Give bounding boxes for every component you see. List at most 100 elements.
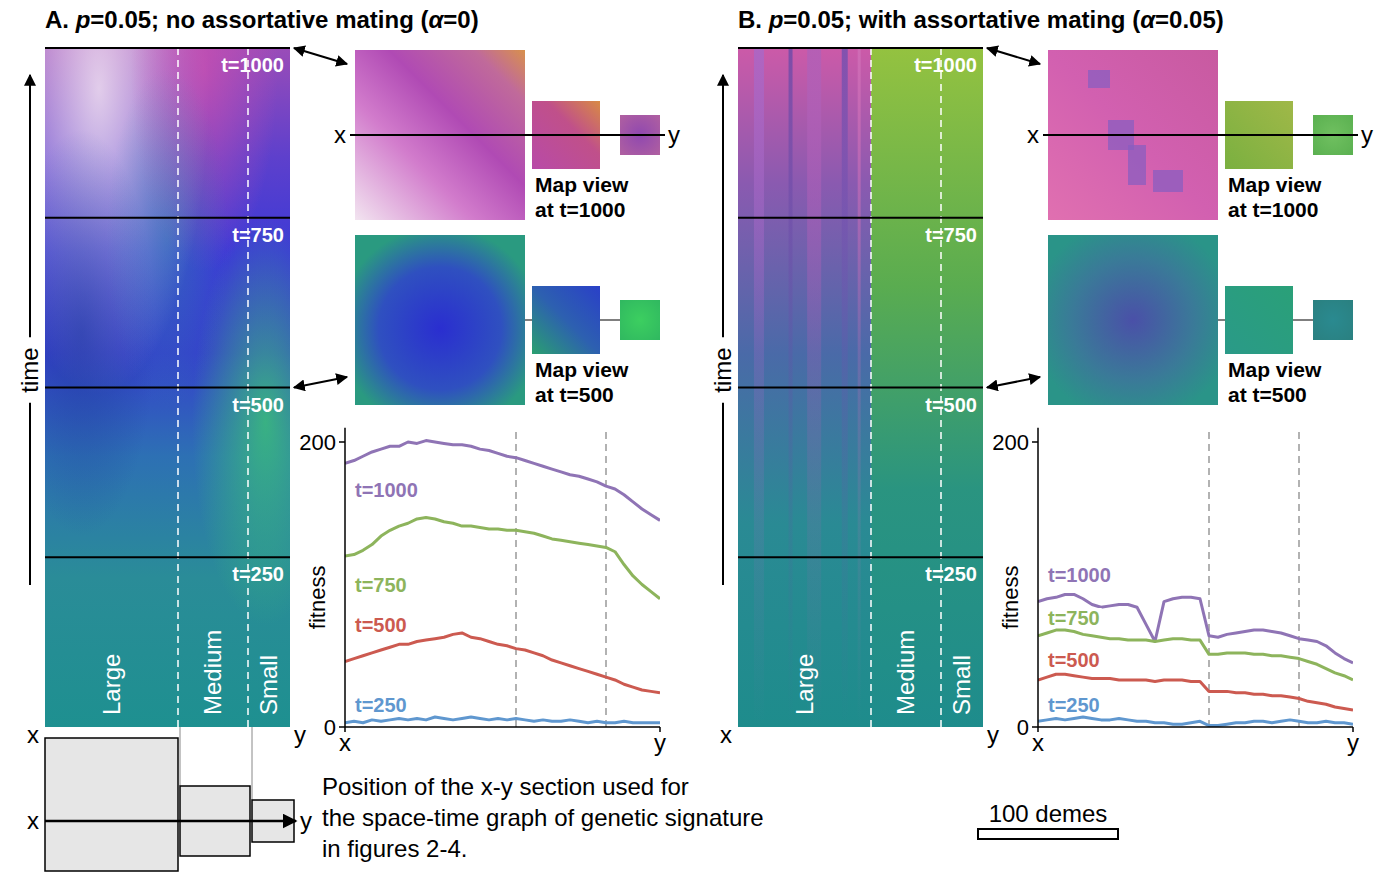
x-axis bbox=[345, 726, 660, 728]
scale-bar bbox=[978, 829, 1118, 839]
end-label: y bbox=[300, 807, 312, 834]
y-tick-label: 200 bbox=[992, 430, 1029, 455]
map-caption: at t=1000 bbox=[535, 198, 625, 221]
map-link-arrow bbox=[294, 48, 347, 64]
y-axis-label: fitness bbox=[305, 566, 330, 630]
series-group bbox=[1038, 594, 1353, 725]
time-mark-line bbox=[738, 217, 983, 219]
x-tick-label: x bbox=[339, 729, 351, 756]
fitness-line bbox=[1038, 630, 1353, 680]
time-mark-line bbox=[45, 47, 290, 49]
fitness-line bbox=[345, 717, 660, 723]
time-mark-label: t=500 bbox=[232, 394, 284, 416]
space-time-background bbox=[45, 48, 290, 727]
title-part: A. bbox=[45, 6, 76, 33]
region-label: Large bbox=[98, 654, 125, 715]
space-time-image bbox=[45, 48, 290, 727]
region-label: Medium bbox=[199, 630, 226, 715]
y-tick bbox=[1032, 726, 1038, 728]
map-view bbox=[1048, 235, 1218, 405]
time-mark-label: t=750 bbox=[232, 224, 284, 246]
series-label: t=1000 bbox=[1048, 564, 1111, 586]
section-box bbox=[45, 738, 178, 871]
time-mark-label: t=250 bbox=[232, 563, 284, 585]
end-label: x bbox=[27, 807, 39, 834]
section-line bbox=[350, 134, 665, 136]
footer-connector bbox=[252, 727, 253, 800]
y-tick bbox=[339, 726, 345, 728]
footer-note: Position of the x-y section used for bbox=[322, 773, 689, 800]
map-caption: Map view bbox=[1228, 358, 1322, 381]
y-tick-label: 0 bbox=[324, 715, 336, 740]
footer-note: in figures 2-4. bbox=[322, 835, 467, 862]
label-patch bbox=[1046, 565, 1113, 585]
end-label: y bbox=[1361, 121, 1373, 148]
time-mark-line bbox=[738, 387, 983, 389]
map-link-arrow bbox=[987, 377, 1040, 388]
map-caption: Map view bbox=[1228, 173, 1322, 196]
map-view bbox=[1313, 300, 1353, 340]
series-group bbox=[345, 441, 660, 723]
end-label: x bbox=[334, 121, 346, 148]
end-label: y bbox=[987, 721, 999, 748]
map-patch bbox=[1153, 170, 1183, 192]
y-tick bbox=[339, 441, 345, 443]
space-time-texture bbox=[45, 48, 290, 727]
fitness-line bbox=[1038, 717, 1353, 726]
map-patch bbox=[1088, 70, 1110, 88]
series-label: t=750 bbox=[355, 574, 407, 596]
section-arrow bbox=[45, 820, 296, 823]
series-label: t=1000 bbox=[355, 479, 418, 501]
space-time-image bbox=[738, 48, 983, 727]
title-part: =0.05; with assortative mating ( bbox=[783, 6, 1140, 33]
end-label: y bbox=[668, 121, 680, 148]
label-patch bbox=[353, 695, 409, 715]
title-part: p bbox=[768, 6, 784, 33]
space-time-texture bbox=[45, 48, 290, 727]
y-axis bbox=[1037, 428, 1039, 727]
y-axis-label: fitness bbox=[998, 566, 1023, 630]
time-mark-line bbox=[45, 387, 290, 389]
time-axis-line bbox=[29, 403, 31, 585]
map-caption: at t=1000 bbox=[1228, 198, 1318, 221]
x-tick-label: x bbox=[1032, 729, 1044, 756]
title-part: =0.05; no assortative mating ( bbox=[90, 6, 428, 33]
map-caption: at t=500 bbox=[535, 383, 614, 406]
map-view bbox=[355, 235, 525, 405]
x-tick-label: y bbox=[654, 729, 666, 756]
label-patch bbox=[1046, 650, 1102, 670]
series-label: t=250 bbox=[1048, 694, 1100, 716]
time-axis-line bbox=[722, 403, 724, 585]
region-boundary bbox=[515, 428, 517, 727]
map-link-arrow bbox=[294, 377, 347, 388]
footer-note: the space-time graph of genetic signatur… bbox=[322, 804, 764, 831]
title-part: α bbox=[428, 6, 444, 33]
region-label: Large bbox=[791, 654, 818, 715]
time-mark-line bbox=[738, 556, 983, 558]
series-label: t=250 bbox=[355, 694, 407, 716]
section-line bbox=[1043, 134, 1358, 136]
region-boundary bbox=[605, 428, 607, 727]
fitness-line bbox=[345, 633, 660, 693]
end-label: x bbox=[1027, 121, 1039, 148]
label-patch bbox=[353, 615, 409, 635]
time-axis-arrow bbox=[722, 75, 724, 337]
scale-bar-label: 100 demes bbox=[989, 800, 1108, 827]
time-axis-label: time bbox=[709, 347, 736, 392]
time-mark-label: t=1000 bbox=[221, 54, 284, 76]
time-mark-line bbox=[738, 47, 983, 49]
label-patch bbox=[1046, 608, 1102, 628]
fitness-chart: 0200xyfitnesst=1000t=750t=500t=250 bbox=[299, 428, 666, 756]
map-caption: Map view bbox=[535, 173, 629, 196]
region-boundary bbox=[1208, 428, 1210, 727]
region-label: Small bbox=[948, 655, 975, 715]
space-time-texture bbox=[45, 48, 290, 727]
map-caption: Map view bbox=[535, 358, 629, 381]
end-label: y bbox=[294, 721, 306, 748]
time-mark-label: t=500 bbox=[925, 394, 977, 416]
title-part: B. bbox=[738, 6, 769, 33]
map-view bbox=[532, 286, 600, 354]
region-boundary bbox=[1298, 428, 1300, 727]
series-label: t=750 bbox=[1048, 607, 1100, 629]
series-label: t=500 bbox=[1048, 649, 1100, 671]
